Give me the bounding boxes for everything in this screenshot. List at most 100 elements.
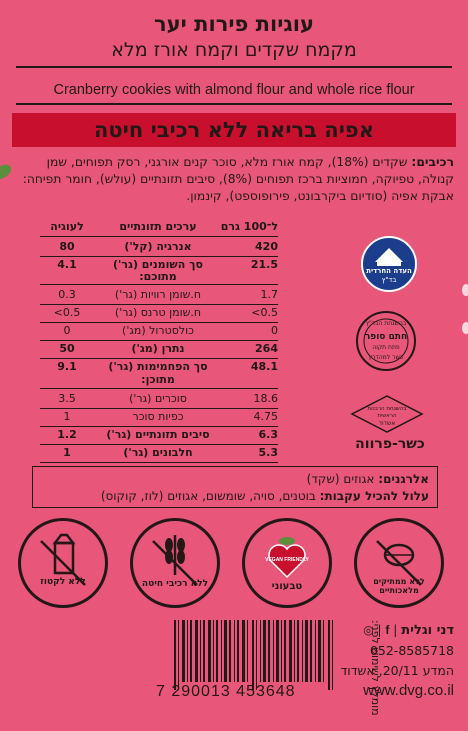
value-per-100g: 5.3 (258, 446, 279, 459)
ingredients-text: רכיבים: שקדים (18%), קמח אורז מלא, סוכר … (16, 154, 454, 205)
nutrition-row: 1.7 ח.שומן רוויות (גר') 0.3 (40, 288, 278, 305)
header-nutrient: ערכים תזונתיים (119, 220, 197, 233)
vegan-friendly-icon (268, 537, 306, 579)
value-per-100g: 1.7 (260, 288, 279, 301)
kosher-stamp-name: חתם סופר (364, 332, 408, 342)
address: המדע 20/11, אשדוד (340, 663, 454, 678)
value-per-cookie: 0.5> (53, 306, 81, 319)
manufacturer-info: דני וגלית | f | ◎ 052-8585718 המדע 20/11… (314, 620, 454, 701)
nutrient-subheading: מתוכם: (139, 270, 177, 283)
value-per-cookie: 4.1 (57, 258, 77, 271)
nutrition-row: 5.3 חלבונים (גר') 1 (40, 446, 278, 463)
badges-row: ללא לקטוז ללא רכיבי חיטה VEGAN FRIENDLY … (0, 512, 468, 612)
nutrient-subheading: מתוכן: (141, 373, 175, 386)
chatam-sofer-kosher-logo: בהשגחת הבד"ץ חתם סופר פתח תקוה כשר למהדר… (355, 310, 417, 372)
value-per-cookie: 1 (63, 410, 71, 423)
wheat-free-badge: ללא רכיבי חיטה (130, 518, 220, 608)
kosher-stamp-bottom: כשר למהדרין (369, 354, 403, 361)
divider (16, 103, 452, 105)
nutrient-name: סך השומנים (גר') (113, 258, 203, 271)
brand-line: דני וגלית | f | ◎ (314, 620, 454, 641)
nutrient-name: כפיות סוכר (132, 410, 184, 423)
barcode-icon (174, 620, 333, 690)
value-per-cookie: 3.5 (58, 392, 76, 405)
value-per-cookie: 9.1 (57, 360, 77, 373)
nutrition-row: 0.5> ח.שומן טרנס (גר') 0.5> (40, 306, 278, 323)
rabbinate-seal-city: אשדוד (378, 420, 396, 427)
instagram-icon[interactable]: ◎ (363, 623, 374, 637)
vegan-friendly-text: VEGAN FRIENDLY (265, 557, 309, 563)
nutrient-name: ח.שומן רוויות (גר') (114, 288, 202, 301)
badge-label: טבעוני (271, 581, 303, 592)
kosher-stamp-icon (356, 311, 416, 371)
leaf-decoration-icon (462, 284, 468, 334)
nutrition-row: 48.1 סך הפחמימות (גר') מתוכן: 9.1 (40, 360, 278, 389)
value-per-100g: 4.75 (253, 410, 279, 423)
value-per-100g: 264 (255, 342, 278, 355)
website-link[interactable]: www.dvg.co.il (363, 682, 454, 699)
value-per-100g: 0.5> (251, 306, 278, 319)
nutrient-name: סך הפחמימות (גר') (108, 360, 208, 373)
product-title: עוגיות פירות יער (154, 12, 314, 36)
kosher-logo-subtext: בד"ץ (381, 276, 397, 284)
nutrition-header: ל־100 גרם ערכים תזונתיים לעוגיה (40, 220, 278, 237)
allergen-list: אגוזים (שקד) (306, 472, 375, 486)
facebook-icon[interactable]: f (385, 623, 390, 637)
nutrient-name: סיבים תזונתיים (גר') (106, 428, 210, 441)
parve-label: כשר-פרווה (355, 436, 425, 452)
kosher-stamp-city: פתח תקוה (372, 344, 400, 351)
value-per-cookie: 0 (63, 324, 71, 337)
value-per-cookie: 80 (59, 240, 75, 253)
badatz-kosher-logo: העדה החרדית בד"ץ (361, 236, 417, 292)
value-per-100g: 420 (255, 240, 278, 253)
phone-number: 052-8585718 (369, 643, 454, 658)
sweetener-crossed-icon (376, 540, 422, 586)
kosher-stamp-top: בהשגחת הבד"ץ (365, 320, 407, 327)
separator-icon: | (393, 623, 398, 637)
lactose-free-badge: ללא לקטוז (18, 518, 108, 608)
gluten-free-banner: אפיה בריאה ללא רכיבי חיטה (12, 113, 456, 147)
nutrient-name: כולסטרול (מג') (122, 324, 194, 337)
nutrition-row: 6.3 סיבים תזונתיים (גר') 1.2 (40, 428, 278, 445)
nutrient-name: חלבונים (גר') (123, 446, 193, 459)
barcode-number: 7 290013 453648 (156, 683, 296, 700)
nutrition-row: 0 כולסטרול (מג') 0 (40, 324, 278, 341)
allergen-label: אלרגנים: (378, 472, 429, 486)
badge-label: ללא לקטוז (40, 577, 86, 587)
header-per-cookie: לעוגיה (50, 220, 84, 233)
value-per-cookie: 50 (59, 342, 75, 355)
nutrition-row: 21.5 סך השומנים (גר') מתוכם: 4.1 (40, 258, 278, 285)
wheat-crossed-icon (152, 535, 198, 586)
badge-label: ללא רכיבי חיטה (141, 579, 209, 589)
nutrition-row: 420 אנרגיה (קל') 80 (40, 240, 278, 257)
vegan-badge: VEGAN FRIENDLY טבעוני (242, 518, 332, 608)
rabbinate-seal-text: בהשגחת הרבנות הראשית (367, 406, 407, 419)
value-per-100g: 0 (271, 324, 278, 337)
allergen-line: אלרגנים: אגוזים (שקד) (41, 471, 429, 488)
may-contain-label: עלול להכיל עקבות: (319, 489, 429, 503)
rabbinate-kosher-logo: בהשגחת הרבנות הראשית אשדוד (350, 394, 424, 434)
value-per-cookie: 0.3 (58, 288, 76, 301)
value-per-cookie: 1.2 (57, 428, 77, 441)
nutrient-name: ח.שומן טרנס (גר') (114, 306, 202, 319)
nutrient-name: סוכרים (גר') (129, 392, 187, 405)
header-per-100g: ל־100 גרם (220, 220, 278, 233)
separator-icon: | (377, 623, 382, 637)
leaf-decoration-icon (0, 164, 12, 180)
nutrition-row: 264 נתרן (מג') 50 (40, 342, 278, 359)
ingredients-list: שקדים (18%), קמח אורז מלא, סוכר קנים אור… (22, 155, 454, 203)
brand-name: דני וגלית (401, 623, 454, 638)
value-per-100g: 6.3 (258, 428, 279, 441)
product-subtitle: מקמח שקדים וקמח אורז מלא (111, 39, 357, 61)
social-icons: | f | ◎ (363, 623, 397, 637)
allergen-box: אלרגנים: אגוזים (שקד) עלול להכיל עקבות: … (32, 466, 438, 508)
nutrient-name: נתרן (מג') (131, 342, 185, 355)
kosher-emblem-icon (375, 248, 403, 266)
value-per-100g: 48.1 (250, 360, 278, 373)
may-contain-list: בוטנים, סויה, שומשום, אגוזים (לוז, קוקוס… (100, 489, 316, 503)
badge-label: ללא ממתיקים מלאכותיים (373, 577, 425, 595)
ingredients-label: רכיבים: (411, 155, 454, 169)
divider (16, 66, 452, 68)
value-per-100g: 18.6 (253, 392, 279, 405)
